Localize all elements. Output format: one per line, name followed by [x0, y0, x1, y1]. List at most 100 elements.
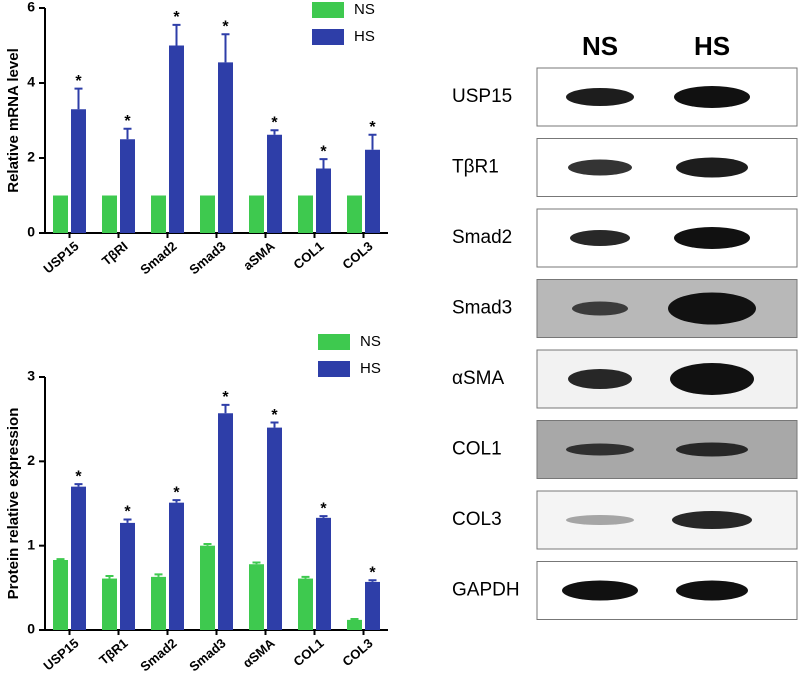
significance-mark: * [75, 468, 82, 485]
bar [71, 109, 86, 233]
blot-band [566, 443, 634, 456]
significance-mark: * [222, 18, 229, 35]
bar [151, 195, 166, 233]
error-bar [350, 618, 359, 621]
error-bar [368, 133, 377, 150]
significance-mark: * [369, 119, 376, 136]
blot-band [568, 159, 632, 176]
blot-column-label: NS [582, 31, 618, 61]
significance-mark: * [75, 73, 82, 90]
legend-label: NS [360, 333, 381, 350]
bar [347, 619, 362, 630]
blot-band [566, 88, 634, 106]
error-bar [270, 421, 279, 428]
error-bar [301, 575, 310, 579]
bar [200, 545, 215, 630]
error-bar [123, 518, 132, 523]
bar [267, 427, 282, 630]
x-tick-label: Smad2 [137, 238, 179, 277]
y-tick-label: 3 [27, 368, 35, 384]
blot-band [570, 230, 630, 246]
legend-swatch [312, 2, 344, 18]
significance-mark: * [271, 407, 278, 424]
y-tick-label: 0 [27, 224, 35, 240]
bar [218, 62, 233, 233]
significance-mark: * [124, 113, 131, 130]
error-bar [221, 403, 230, 414]
bar [267, 134, 282, 233]
error-bar [319, 515, 328, 518]
y-tick-label: 2 [27, 452, 35, 468]
bar [249, 564, 264, 630]
x-tick-label: Smad2 [137, 635, 179, 674]
bar [53, 195, 68, 233]
blot-row-label: Smad2 [452, 227, 512, 248]
bar [102, 195, 117, 233]
blot-band [676, 157, 748, 178]
x-tick-label: COL3 [339, 635, 375, 669]
legend-label: NS [354, 1, 375, 18]
bar [365, 149, 380, 233]
legend-swatch [318, 361, 350, 377]
x-tick-label: αSMA [240, 635, 278, 671]
bar [298, 195, 313, 233]
x-tick-label: USP15 [40, 635, 81, 673]
blot-row-label: Smad3 [452, 298, 512, 319]
bar [71, 486, 86, 630]
bar [53, 560, 68, 630]
bar [120, 139, 135, 233]
bar [200, 195, 215, 233]
blot-band [572, 301, 628, 316]
bar [151, 576, 166, 630]
significance-mark: * [173, 484, 180, 501]
bar [316, 168, 331, 233]
y-axis-label: Protein relative expression [5, 408, 22, 600]
blot-column-label: HS [694, 31, 730, 61]
blot-row-label: COL3 [452, 509, 502, 530]
significance-mark: * [124, 504, 131, 521]
error-bar [270, 129, 279, 135]
x-tick-label: Smad3 [186, 635, 228, 674]
error-bar [368, 579, 377, 582]
error-bar [319, 158, 328, 169]
error-bar [74, 87, 83, 110]
error-bar [154, 573, 163, 577]
blot-band [676, 442, 748, 457]
bar [120, 522, 135, 630]
error-bar [74, 483, 83, 487]
bar [347, 195, 362, 233]
blot-row-label: GAPDH [452, 580, 520, 601]
blot-band [674, 227, 750, 249]
y-tick-label: 0 [27, 621, 35, 637]
y-tick-label: 6 [27, 0, 35, 15]
bar [102, 578, 117, 630]
bar [365, 581, 380, 630]
blot-band [568, 369, 632, 389]
x-tick-label: TβRI [99, 238, 131, 268]
x-tick-label: Smad3 [186, 238, 228, 277]
blot-band [670, 363, 754, 395]
x-tick-label: COL1 [290, 635, 326, 669]
error-bar [203, 542, 212, 546]
error-bar [123, 127, 132, 140]
bar [249, 195, 264, 233]
error-bar [172, 23, 181, 46]
y-tick-label: 4 [27, 74, 35, 90]
bar [298, 578, 313, 630]
blot-box [536, 490, 798, 550]
blot-row-label: TβR1 [452, 157, 499, 178]
error-bar [252, 561, 261, 565]
error-bar [172, 499, 181, 503]
bar [169, 45, 184, 233]
blot-row-label: αSMA [452, 368, 504, 389]
blot-band [562, 580, 638, 601]
significance-mark: * [320, 143, 327, 160]
blot-row-label: COL1 [452, 439, 502, 460]
y-tick-label: 1 [27, 536, 35, 552]
error-bar [56, 558, 65, 561]
blot-band [668, 292, 756, 325]
blot-row-label: USP15 [452, 86, 512, 107]
blot-band [672, 511, 752, 529]
blot-band [566, 515, 634, 525]
